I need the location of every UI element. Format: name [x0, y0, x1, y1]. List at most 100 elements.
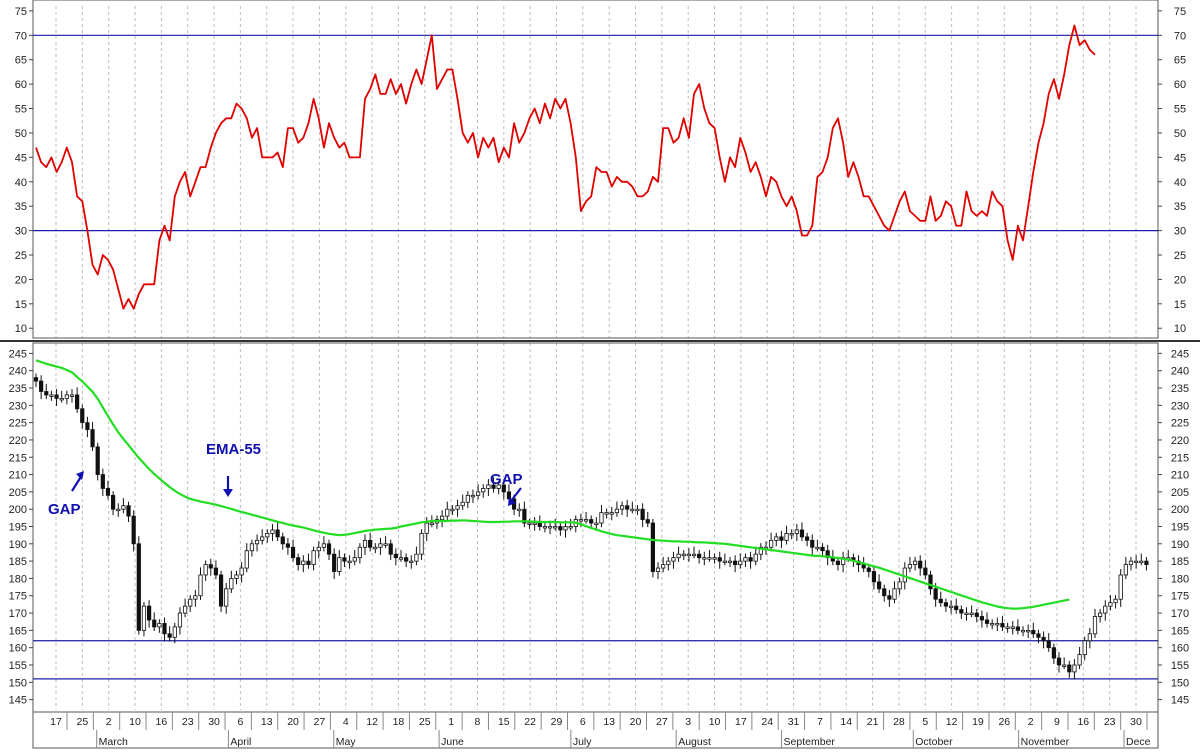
candle-body-up — [568, 526, 573, 529]
candlestick — [876, 574, 882, 593]
candlestick — [871, 565, 877, 590]
candlestick — [1108, 595, 1113, 611]
candlestick — [393, 548, 398, 566]
candlestick — [373, 543, 378, 554]
x-month-label: August — [678, 736, 711, 748]
candlestick — [1036, 629, 1041, 644]
x-day-label: 23 — [1104, 716, 1116, 728]
candlestick — [589, 515, 594, 529]
candle-body-down — [779, 536, 784, 541]
rsi-y-tick-label-right: 70 — [1174, 30, 1186, 42]
candle-body-down — [332, 553, 337, 572]
candlestick — [738, 553, 743, 569]
candle-body-down — [95, 446, 100, 475]
x-day-label: 24 — [761, 716, 773, 728]
candlestick — [599, 505, 604, 528]
candle-body-up — [1005, 626, 1010, 629]
candle-body-up — [270, 529, 275, 534]
candle-body-down — [167, 633, 172, 638]
candlestick — [661, 556, 666, 573]
price-y-tick-label-right: 160 — [1171, 643, 1189, 655]
candle-body-down — [105, 488, 111, 496]
candlestick — [671, 551, 676, 569]
candle-body-up — [619, 505, 625, 510]
candlestick — [1077, 646, 1082, 670]
candle-body-up — [686, 553, 691, 557]
candle-body-up — [1077, 654, 1082, 666]
candlestick — [239, 562, 244, 583]
candle-body-down — [810, 539, 815, 548]
x-day-label: 1 — [448, 716, 454, 728]
rsi-y-tick-label-right: 50 — [1174, 128, 1186, 140]
candle-body-down — [717, 557, 722, 562]
candle-body-up — [738, 560, 743, 565]
candle-body-up — [1062, 664, 1067, 667]
candlestick — [95, 442, 100, 481]
candlestick — [758, 543, 763, 561]
candle-body-up — [727, 560, 733, 564]
candle-body-down — [393, 553, 398, 559]
x-month-label: March — [99, 736, 128, 748]
ema-arrowhead — [223, 489, 233, 497]
candle-body-up — [542, 526, 548, 529]
candlestick — [625, 499, 630, 517]
candle-body-up — [671, 557, 676, 562]
candlestick — [686, 548, 691, 562]
candlestick — [100, 468, 105, 497]
candlestick — [1010, 621, 1015, 635]
candlestick — [404, 553, 409, 568]
candle-body-down — [938, 598, 943, 604]
rsi-y-tick-label-right: 40 — [1174, 177, 1186, 189]
candlestick — [177, 607, 183, 635]
candlestick — [157, 619, 162, 633]
candle-body-down — [131, 515, 136, 545]
x-day-label: 16 — [156, 716, 168, 728]
candle-body-up — [789, 533, 794, 536]
candlestick — [866, 563, 871, 578]
candlestick — [69, 389, 75, 403]
x-day-label: 20 — [287, 716, 299, 728]
price-y-tick-label-left: 190 — [9, 539, 27, 551]
candlestick — [59, 390, 64, 403]
candle-body-up — [234, 574, 239, 579]
candlestick — [270, 524, 275, 542]
x-day-label: 25 — [419, 716, 431, 728]
rsi-y-tick-label-left: 60 — [15, 79, 27, 91]
candle-body-down — [501, 484, 506, 493]
price-y-tick-label-right: 185 — [1171, 556, 1189, 568]
x-month-label: October — [915, 736, 953, 748]
price-y-tick-label-right: 195 — [1171, 522, 1189, 534]
rsi-y-tick-label-right: 25 — [1174, 250, 1186, 262]
candlestick — [815, 539, 820, 552]
rsi-y-tick-label-right: 35 — [1174, 201, 1186, 213]
candlestick — [388, 539, 393, 561]
rsi-y-tick-label-right: 20 — [1174, 274, 1186, 286]
candlestick — [383, 536, 388, 548]
candlestick — [409, 555, 414, 569]
candle-body-down — [974, 612, 979, 617]
candlestick — [681, 550, 686, 561]
candlestick — [984, 612, 990, 628]
candle-body-up — [357, 546, 362, 559]
candle-body-up — [265, 533, 270, 538]
x-day-label: 10 — [129, 716, 141, 728]
candlestick — [481, 484, 486, 498]
candlestick — [342, 553, 347, 568]
candle-body-up — [465, 494, 470, 503]
candle-body-up — [224, 588, 229, 607]
candlestick — [378, 537, 383, 555]
candle-body-up — [1108, 602, 1113, 607]
candle-body-down — [861, 564, 866, 569]
candlestick — [954, 598, 959, 614]
price-y-tick-label-right: 245 — [1171, 348, 1189, 360]
price-y-tick-label-left: 145 — [9, 695, 27, 707]
candlestick — [1103, 600, 1108, 621]
candlestick — [964, 607, 969, 621]
candlestick — [959, 605, 964, 619]
candlestick — [702, 551, 707, 566]
candle-body-up — [599, 512, 604, 524]
candle-body-up — [784, 533, 789, 541]
candlestick — [805, 532, 810, 547]
candlestick — [995, 617, 1000, 632]
